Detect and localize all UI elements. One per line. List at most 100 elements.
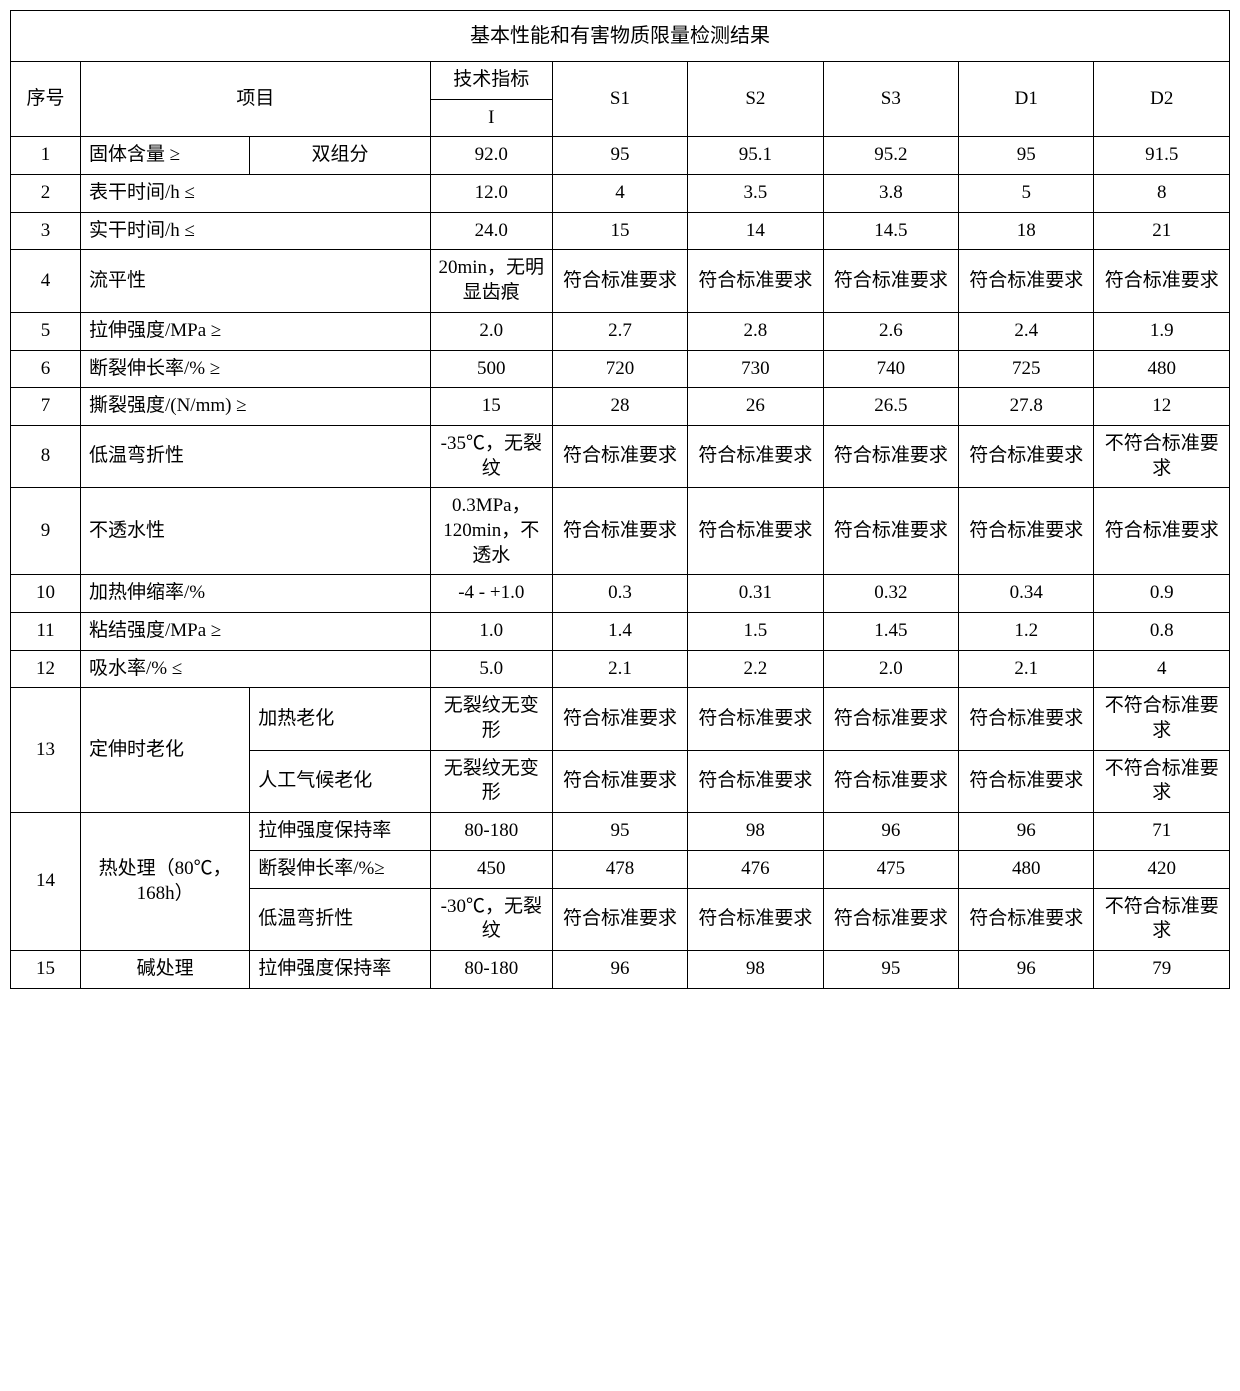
cell-d1: 符合标准要求: [959, 250, 1094, 312]
cell-s2: 2.2: [688, 650, 823, 688]
cell-spec: 无裂纹无变形: [430, 750, 552, 812]
cell-spec: 20min，无明显齿痕: [430, 250, 552, 312]
cell-subitem: 拉伸强度保持率: [250, 813, 431, 851]
cell-s3: 475: [823, 850, 958, 888]
cell-spec: 12.0: [430, 175, 552, 213]
cell-d2: 480: [1094, 350, 1230, 388]
cell-s3: 符合标准要求: [823, 750, 958, 812]
cell-s3: 95.2: [823, 137, 958, 175]
cell-seq: 4: [11, 250, 81, 312]
cell-d1: 18: [959, 212, 1094, 250]
cell-s3: 符合标准要求: [823, 250, 958, 312]
cell-d2: 91.5: [1094, 137, 1230, 175]
cell-seq: 13: [11, 688, 81, 813]
cell-item: 粘结强度/MPa ≥: [80, 613, 430, 651]
cell-subitem: 加热老化: [250, 688, 431, 750]
cell-item-a: 固体含量 ≥: [80, 137, 249, 175]
table-row: 8 低温弯折性 -35℃，无裂纹 符合标准要求 符合标准要求 符合标准要求 符合…: [11, 425, 1230, 487]
table-row: 6 断裂伸长率/% ≥ 500 720 730 740 725 480: [11, 350, 1230, 388]
cell-d1: 符合标准要求: [959, 488, 1094, 575]
cell-d1: 95: [959, 137, 1094, 175]
cell-group: 热处理（80℃，168h）: [80, 813, 249, 951]
cell-spec: -30℃，无裂纹: [430, 888, 552, 950]
cell-spec: 2.0: [430, 312, 552, 350]
cell-subitem: 低温弯折性: [250, 888, 431, 950]
cell-s1: 2.7: [552, 312, 687, 350]
cell-seq: 8: [11, 425, 81, 487]
table-row: 11 粘结强度/MPa ≥ 1.0 1.4 1.5 1.45 1.2 0.8: [11, 613, 1230, 651]
cell-seq: 6: [11, 350, 81, 388]
cell-subitem: 拉伸强度保持率: [250, 950, 431, 988]
cell-s1: 2.1: [552, 650, 687, 688]
cell-seq: 1: [11, 137, 81, 175]
cell-d2: 不符合标准要求: [1094, 688, 1230, 750]
cell-s2: 26: [688, 388, 823, 426]
cell-s2: 0.31: [688, 575, 823, 613]
cell-item: 吸水率/% ≤: [80, 650, 430, 688]
cell-spec: 24.0: [430, 212, 552, 250]
cell-spec: -4 - +1.0: [430, 575, 552, 613]
cell-d2: 0.8: [1094, 613, 1230, 651]
header-seq: 序号: [11, 62, 81, 137]
table-row: 2 表干时间/h ≤ 12.0 4 3.5 3.8 5 8: [11, 175, 1230, 213]
cell-spec: 450: [430, 850, 552, 888]
table-row: 15 碱处理 拉伸强度保持率 80-180 96 98 95 96 79: [11, 950, 1230, 988]
cell-s1: 96: [552, 950, 687, 988]
cell-seq: 10: [11, 575, 81, 613]
cell-item: 表干时间/h ≤: [80, 175, 430, 213]
cell-item: 断裂伸长率/% ≥: [80, 350, 430, 388]
table-row: 3 实干时间/h ≤ 24.0 15 14 14.5 18 21: [11, 212, 1230, 250]
cell-group: 定伸时老化: [80, 688, 249, 813]
cell-s2: 476: [688, 850, 823, 888]
cell-s2: 3.5: [688, 175, 823, 213]
cell-seq: 15: [11, 950, 81, 988]
cell-seq: 5: [11, 312, 81, 350]
cell-s1: 4: [552, 175, 687, 213]
cell-s1: 符合标准要求: [552, 888, 687, 950]
cell-spec: 80-180: [430, 813, 552, 851]
table-row: 9 不透水性 0.3MPa，120min，不透水 符合标准要求 符合标准要求 符…: [11, 488, 1230, 575]
cell-d2: 12: [1094, 388, 1230, 426]
cell-item: 低温弯折性: [80, 425, 430, 487]
cell-item: 不透水性: [80, 488, 430, 575]
cell-spec: 15: [430, 388, 552, 426]
cell-d2: 4: [1094, 650, 1230, 688]
cell-s1: 符合标准要求: [552, 425, 687, 487]
cell-d2: 8: [1094, 175, 1230, 213]
cell-s3: 符合标准要求: [823, 688, 958, 750]
cell-d2: 420: [1094, 850, 1230, 888]
cell-s1: 符合标准要求: [552, 750, 687, 812]
cell-item: 流平性: [80, 250, 430, 312]
header-d2: D2: [1094, 62, 1230, 137]
cell-s1: 0.3: [552, 575, 687, 613]
cell-s1: 符合标准要求: [552, 488, 687, 575]
cell-s1: 478: [552, 850, 687, 888]
cell-d1: 2.1: [959, 650, 1094, 688]
cell-seq: 12: [11, 650, 81, 688]
cell-s2: 符合标准要求: [688, 488, 823, 575]
cell-s3: 2.0: [823, 650, 958, 688]
cell-seq: 2: [11, 175, 81, 213]
cell-s2: 符合标准要求: [688, 250, 823, 312]
cell-s2: 95.1: [688, 137, 823, 175]
cell-group: 碱处理: [80, 950, 249, 988]
cell-s2: 2.8: [688, 312, 823, 350]
cell-d2: 不符合标准要求: [1094, 888, 1230, 950]
header-s3: S3: [823, 62, 958, 137]
cell-s3: 符合标准要求: [823, 488, 958, 575]
cell-item: 拉伸强度/MPa ≥: [80, 312, 430, 350]
cell-d2: 0.9: [1094, 575, 1230, 613]
cell-d1: 96: [959, 950, 1094, 988]
cell-d1: 符合标准要求: [959, 688, 1094, 750]
cell-d2: 符合标准要求: [1094, 250, 1230, 312]
cell-s2: 14: [688, 212, 823, 250]
cell-item: 撕裂强度/(N/mm) ≥: [80, 388, 430, 426]
cell-s3: 95: [823, 950, 958, 988]
cell-s2: 98: [688, 813, 823, 851]
cell-d1: 符合标准要求: [959, 425, 1094, 487]
cell-subitem: 人工气候老化: [250, 750, 431, 812]
cell-seq: 11: [11, 613, 81, 651]
cell-d1: 480: [959, 850, 1094, 888]
cell-subitem: 断裂伸长率/%≥: [250, 850, 431, 888]
cell-item: 加热伸缩率/%: [80, 575, 430, 613]
